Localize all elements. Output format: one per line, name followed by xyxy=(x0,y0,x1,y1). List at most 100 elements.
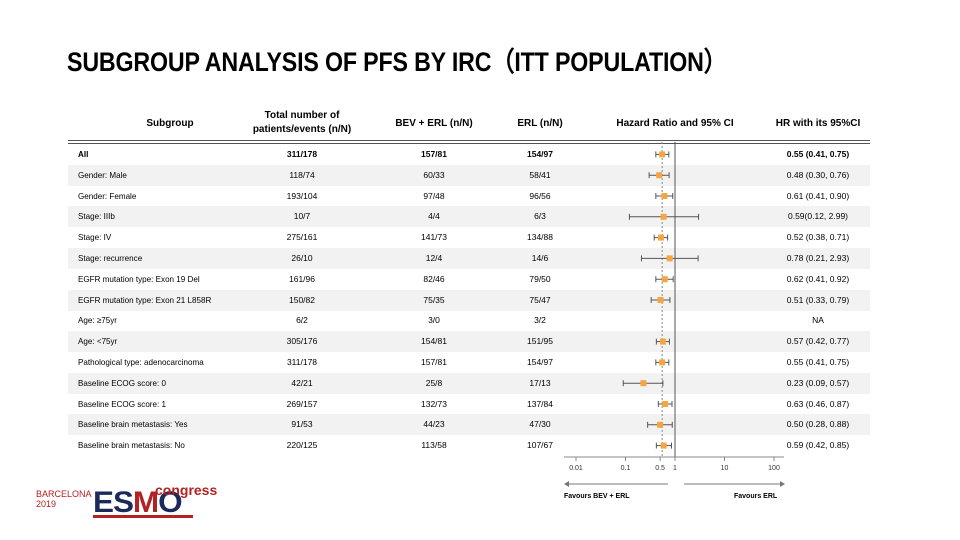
cell-erl: 58/41 xyxy=(529,169,551,180)
cell-total: 118/74 xyxy=(289,169,315,180)
cell-erl: 154/97 xyxy=(527,149,553,159)
cell-hr-text: 0.59 (0.42, 0.85) xyxy=(786,440,850,451)
cell-hr-text: 0.55 (0.41, 0.75) xyxy=(786,357,850,367)
logo-year: 2019 xyxy=(36,499,57,509)
cell-subgroup: All xyxy=(78,149,89,159)
header-total-line1: Total number of xyxy=(264,110,340,121)
favours-right-arrowhead xyxy=(780,481,785,487)
logo-city: BARCELONA 2019 xyxy=(36,489,92,509)
table-row: Stage: IV 275/161 141/73 134/88 0.52 (0.38, … xyxy=(68,227,870,248)
cell-bev-erl: 157/81 xyxy=(421,149,447,159)
cell-erl: 6/3 xyxy=(534,211,546,222)
header-bev-erl: BEV + ERL (n/N) xyxy=(395,118,473,129)
cell-erl: 107/67 xyxy=(527,440,553,451)
cell-bev-erl: 44/23 xyxy=(423,419,445,430)
slide-title: SUBGROUP ANALYSIS OF PFS BY IRC（ITT POPU… xyxy=(67,47,727,77)
cell-subgroup: Age: <75yr xyxy=(78,336,118,347)
cell-total: 269/157 xyxy=(286,398,318,409)
cell-subgroup: Stage: recurrence xyxy=(78,253,143,263)
logo-esmo-part3: O xyxy=(158,486,183,519)
cell-bev-erl: 157/81 xyxy=(421,357,447,367)
cell-subgroup: Baseline ECOG score: 1 xyxy=(78,398,166,409)
logo-esmo-part1: ES xyxy=(93,486,134,519)
cell-subgroup: EGFR mutation type: Exon 21 L858R xyxy=(78,294,212,305)
cell-subgroup: Gender: Female xyxy=(78,190,137,201)
logo-esmo-wordmark: ESMO xyxy=(93,486,183,520)
cell-erl: 75/47 xyxy=(529,294,551,305)
axis-tick-label: 10 xyxy=(720,465,729,472)
favours-left-arrowhead xyxy=(564,481,569,487)
cell-bev-erl: 60/33 xyxy=(423,169,445,180)
cell-erl: 17/13 xyxy=(529,377,551,388)
cell-subgroup: EGFR mutation type: Exon 19 Del xyxy=(78,273,200,284)
table-row: Gender: Female 193/104 97/48 96/56 0.61 (0.4… xyxy=(68,186,870,207)
cell-bev-erl: 132/73 xyxy=(421,398,447,409)
header-hr-text: HR with its 95%CI xyxy=(775,118,861,129)
axis-tick-label: 0.5 xyxy=(655,465,665,472)
cell-bev-erl: 3/0 xyxy=(428,315,440,326)
cell-hr-text: 0.59(0.12, 2.99) xyxy=(787,211,848,222)
table-row: Baseline ECOG score: 0 42/21 25/8 17/13 0.23… xyxy=(68,372,870,394)
cell-total: 275/161 xyxy=(286,232,318,243)
header-total-line2: patients/events (n/N) xyxy=(252,124,352,135)
cell-hr-text: 0.62 (0.41, 0.92) xyxy=(786,273,850,284)
favours-left-label: Favours BEV + ERL xyxy=(564,493,630,500)
table-row: Stage: recurrence 26/10 12/4 14/6 0.78 (0.21… xyxy=(68,248,870,269)
cell-total: 161/96 xyxy=(289,273,315,284)
axis-tick-label: 0.1 xyxy=(620,465,631,472)
axis-tick-label: 0.01 xyxy=(569,465,583,472)
cell-erl: 154/97 xyxy=(527,357,553,367)
cell-subgroup: Age: ≥75yr xyxy=(78,315,118,326)
cell-hr-text: 0.48 (0.30, 0.76) xyxy=(786,169,850,180)
logo-congress: congress xyxy=(155,482,218,498)
header-rule-top xyxy=(68,140,870,141)
cell-total: 6/2 xyxy=(296,315,308,326)
cell-subgroup: Pathological type: adenocarcinoma xyxy=(78,357,204,367)
cell-total: 91/53 xyxy=(291,419,313,430)
table-row: Stage: IIIb 10/7 4/4 6/3 0.59(0.12, 2.99) xyxy=(68,206,870,228)
cell-total: 305/176 xyxy=(286,336,318,347)
cell-total: 10/7 xyxy=(293,211,311,222)
table-row: Age: <75yr 305/176 154/81 151/95 0.57 (0.42,… xyxy=(68,331,870,353)
logo-underline xyxy=(93,515,193,518)
cell-erl: 14/6 xyxy=(531,253,549,263)
cell-subgroup: Stage: IV xyxy=(78,232,112,243)
cell-bev-erl: 97/48 xyxy=(423,190,445,201)
cell-total: 311/178 xyxy=(286,357,318,367)
cell-subgroup: Baseline ECOG score: 0 xyxy=(78,377,166,388)
header-total: Total number of patients/events (n/N) xyxy=(240,109,364,137)
cell-total: 42/21 xyxy=(291,377,313,388)
table-row: Gender: Male 118/74 60/33 58/41 0.48 (0.30, … xyxy=(68,164,870,186)
cell-subgroup: Baseline brain metastasis: No xyxy=(78,440,185,451)
header-hr-ci: Hazard Ratio and 95% CI xyxy=(616,118,734,129)
cell-total: 311/178 xyxy=(286,149,318,159)
cell-erl: 134/88 xyxy=(527,232,553,243)
cell-hr-text: 0.78 (0.21, 2.93) xyxy=(786,253,850,263)
cell-hr-text: 0.55 (0.41, 0.75) xyxy=(786,149,850,159)
cell-erl: 137/84 xyxy=(527,398,553,409)
cell-hr-text: 0.51 (0.33, 0.79) xyxy=(786,294,850,305)
cell-total: 150/82 xyxy=(289,294,315,305)
cell-erl: 151/95 xyxy=(527,336,553,347)
cell-erl: 96/56 xyxy=(529,190,551,201)
axis-tick-label: 100 xyxy=(768,465,780,472)
cell-hr-text: 0.61 (0.41, 0.90) xyxy=(786,190,850,201)
logo-esmo-part2: M xyxy=(132,486,159,519)
table-row: Baseline ECOG score: 1 269/157 132/73 137/8… xyxy=(68,394,870,415)
cell-hr-text: 0.50 (0.28, 0.88) xyxy=(786,419,850,430)
logo-city-name: BARCELONA xyxy=(36,489,92,499)
cell-subgroup: Stage: IIIb xyxy=(78,211,115,222)
axis-tick-label: 1 xyxy=(673,465,677,472)
table-row: Baseline brain metastasis: Yes 91/53 44/23… xyxy=(68,414,870,436)
table-row: All 311/178 157/81 154/97 0.55 (0.41, 0.75) xyxy=(68,144,870,165)
esmo-congress-logo: BARCELONA 2019 ESMO congress xyxy=(36,482,218,522)
cell-subgroup: Gender: Male xyxy=(78,169,127,180)
cell-bev-erl: 12/4 xyxy=(425,253,443,263)
table-row: Baseline brain metastasis: No 220/125 113/… xyxy=(68,435,870,456)
cell-bev-erl: 4/4 xyxy=(428,211,440,222)
table-row: EGFR mutation type: Exon 19 Del 161/96 82/… xyxy=(68,269,870,290)
cell-bev-erl: 25/8 xyxy=(425,377,443,388)
header-rule-bottom xyxy=(68,143,870,144)
cell-hr-text: NA xyxy=(812,315,824,326)
table-row: EGFR mutation type: Exon 21 L858R 150/82 7… xyxy=(68,289,870,311)
